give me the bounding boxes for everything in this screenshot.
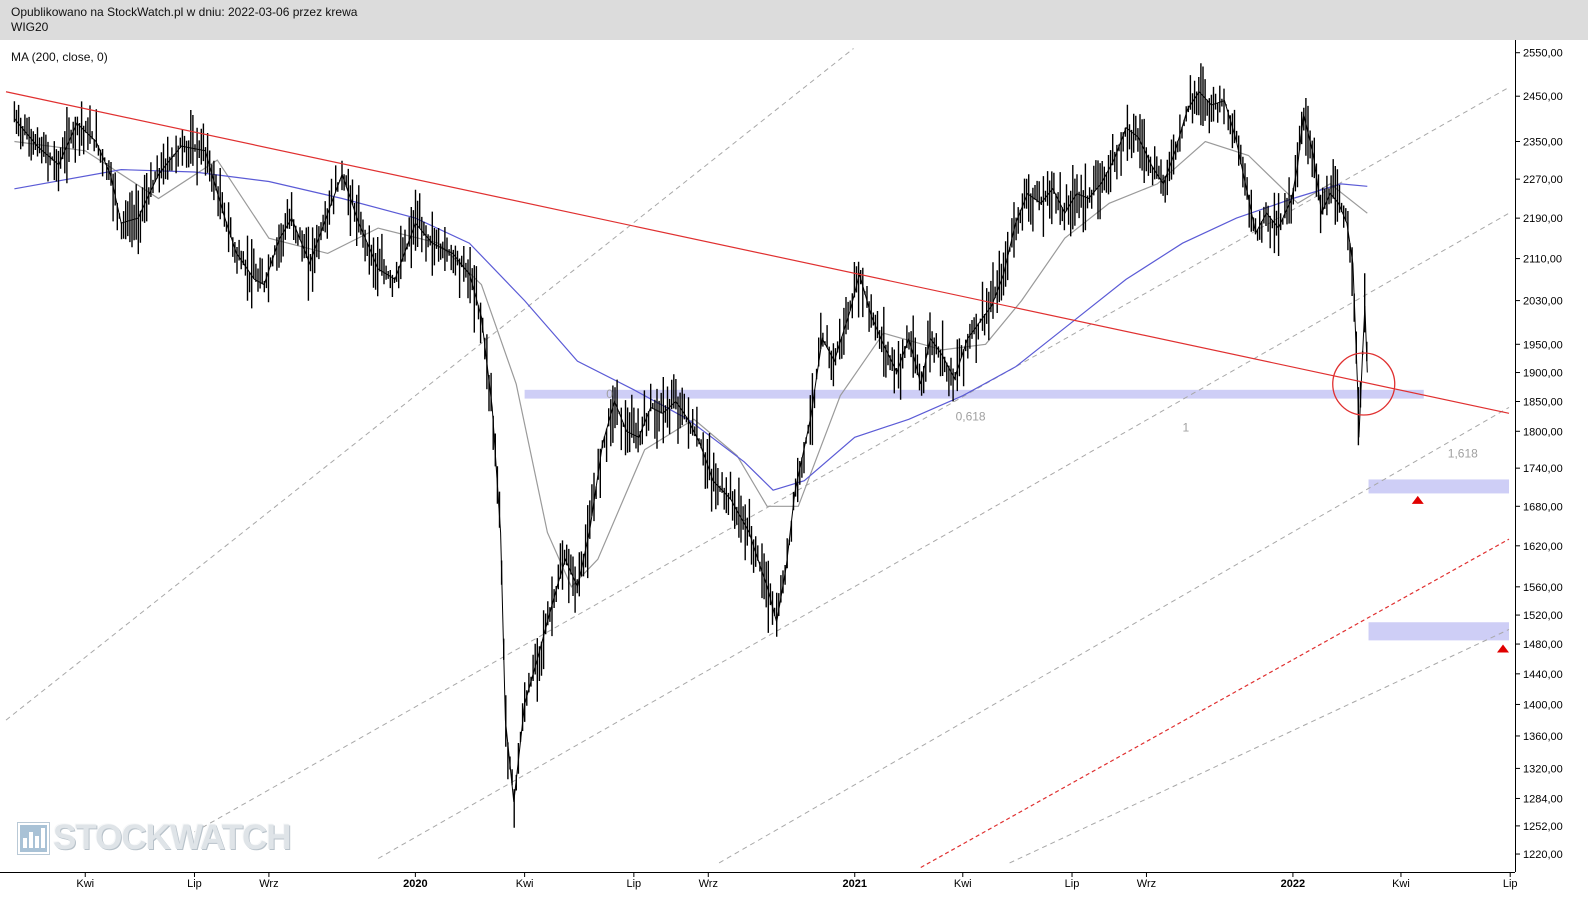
x-tick-label-5: Lip <box>627 878 642 890</box>
x-tick-label-1: Lip <box>187 878 202 890</box>
chart-header: Opublikowano na StockWatch.pl w dniu: 20… <box>0 0 1588 40</box>
y-tick-label-14: 1560,00 <box>1523 582 1563 594</box>
instrument-name: WIG20 <box>11 20 49 34</box>
channel-line-4 <box>1009 629 1510 864</box>
x-tick-label-11: 2022 <box>1281 878 1305 890</box>
fib-label-2: 1 <box>1182 420 1189 434</box>
y-tick-label-19: 1360,00 <box>1523 731 1563 743</box>
y-tick-label-15: 1520,00 <box>1523 610 1563 622</box>
y-tick-label-11: 1740,00 <box>1523 463 1563 475</box>
moving-averages <box>14 140 1368 588</box>
y-tick-label-20: 1320,00 <box>1523 763 1563 775</box>
logo-chart-icon <box>18 822 49 854</box>
y-tick-label-12: 1680,00 <box>1523 501 1563 513</box>
y-tick-label-0: 2550,00 <box>1523 48 1563 60</box>
annotation-marks <box>1332 352 1509 653</box>
y-tick-label-5: 2110,00 <box>1523 254 1562 266</box>
y-tick-label-17: 1440,00 <box>1523 669 1563 681</box>
x-tick-label-10: Wrz <box>1137 878 1156 890</box>
y-tick-label-2: 2350,00 <box>1523 136 1563 148</box>
fib-labels: 0 0,618 1 1,618 <box>606 387 1478 461</box>
trendline-group <box>5 91 1510 414</box>
y-tick-label-16: 1480,00 <box>1523 639 1563 651</box>
price-series <box>13 63 1368 828</box>
axes: 2550,00 2450,00 2350,00 2270,00 2190,00 2110,… <box>0 40 1563 890</box>
target-marker-1 <box>1496 644 1509 653</box>
channel-lines <box>5 48 1510 869</box>
price-close-line <box>14 90 1368 802</box>
support-zone-2 <box>1368 622 1509 641</box>
y-tick-label-6: 2030,00 <box>1523 296 1563 308</box>
target-marker-0 <box>1411 495 1424 504</box>
highlight-circle <box>1332 352 1396 416</box>
support-zone-1 <box>1368 479 1509 494</box>
indicator-label: MA (200, close, 0) <box>11 50 108 64</box>
y-tick-label-21: 1284,00 <box>1523 793 1563 805</box>
fib-label-3: 1,618 <box>1448 447 1478 461</box>
x-tick-label-13: Lip <box>1503 878 1518 890</box>
x-tick-label-6: Wrz <box>699 878 718 890</box>
y-tick-label-8: 1900,00 <box>1523 368 1563 380</box>
y-tick-label-4: 2190,00 <box>1523 213 1563 225</box>
x-tick-label-12: Kwi <box>1392 878 1410 890</box>
channel-line-2 <box>377 212 1510 859</box>
channel-line-0 <box>5 48 854 721</box>
y-tick-label-22: 1252,00 <box>1523 821 1563 833</box>
y-tick-label-23: 1220,00 <box>1523 849 1563 861</box>
logo-text: STOCKWATCH <box>53 818 292 857</box>
y-tick-label-3: 2270,00 <box>1523 174 1563 186</box>
fib-label-0: 0 <box>606 387 613 401</box>
x-tick-label-8: Kwi <box>954 878 972 890</box>
ma-short-line <box>14 140 1368 588</box>
x-tick-label-7: 2021 <box>842 878 866 890</box>
x-tick-label-3: 2020 <box>403 878 427 890</box>
x-tick-label-0: Kwi <box>76 878 94 890</box>
x-tick-label-9: Lip <box>1065 878 1080 890</box>
publication-info: Opublikowano na StockWatch.pl w dniu: 20… <box>11 5 358 19</box>
channel-line-3 <box>718 406 1510 864</box>
support-zone-0 <box>524 389 1424 399</box>
ma-200-line <box>14 168 1368 491</box>
channel-line-1 <box>194 86 1510 833</box>
y-tick-label-13: 1620,00 <box>1523 541 1563 553</box>
stockwatch-logo: STOCKWATCH <box>18 818 292 858</box>
y-tick-label-9: 1850,00 <box>1523 397 1563 409</box>
red-trendline <box>5 91 1510 414</box>
y-tick-label-1: 2450,00 <box>1523 91 1563 103</box>
y-tick-label-10: 1800,00 <box>1523 426 1563 438</box>
x-tick-label-4: Kwi <box>516 878 534 890</box>
x-tick-label-2: Wrz <box>259 878 278 890</box>
support-zones <box>524 389 1509 641</box>
y-tick-label-18: 1400,00 <box>1523 699 1563 711</box>
y-tick-label-7: 1950,00 <box>1523 339 1563 351</box>
fib-label-1: 0,618 <box>956 409 986 423</box>
red-dashed-line <box>920 538 1510 869</box>
